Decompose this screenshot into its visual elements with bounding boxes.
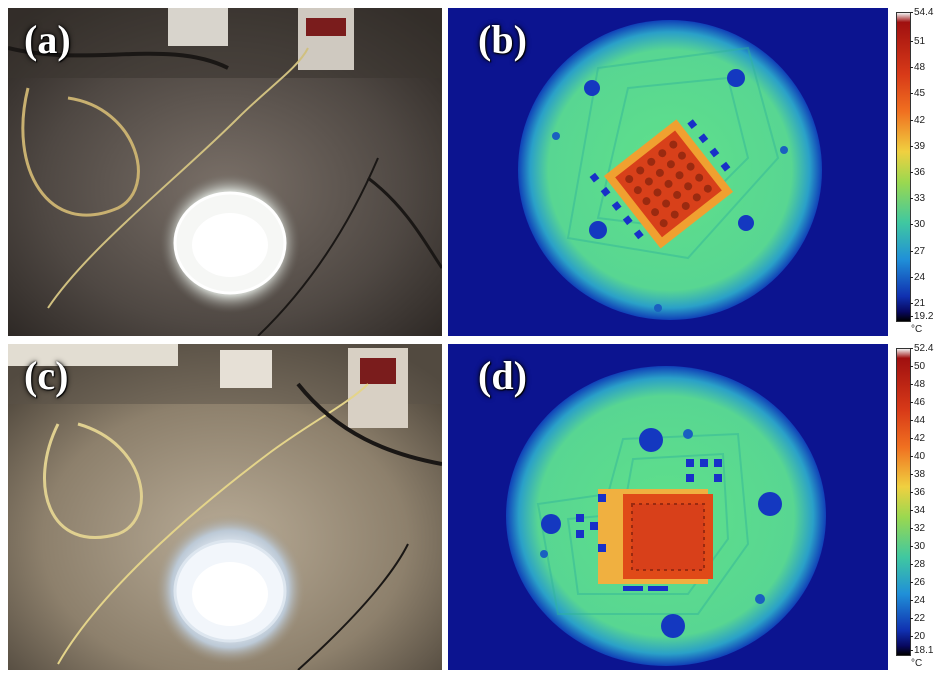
thermal-panel-b: (b)	[448, 8, 888, 336]
thermal-d-image	[448, 344, 888, 670]
photo-a-image	[8, 8, 442, 336]
scale-b-tick: 39	[910, 142, 925, 152]
scale-b-unit: °C	[911, 324, 923, 335]
scale-b-tick: 36	[910, 168, 925, 178]
scale-d-tick: 52.4	[910, 344, 933, 354]
scale-d-tick: 22	[910, 614, 925, 624]
scale-b-tick: 51	[910, 37, 925, 47]
scale-b-tick: 33	[910, 194, 925, 204]
temperature-scale-d: 52.4 50 48 46 44 42 40 38 36 34 32 30 28…	[892, 344, 948, 670]
scale-d-tick: 42	[910, 434, 925, 444]
scale-d-unit: °C	[911, 658, 923, 669]
scale-b-tick: 48	[910, 63, 925, 73]
scale-d-tick: 50	[910, 362, 925, 372]
scale-b-tick: 42	[910, 116, 925, 126]
photo-panel-a: (a)	[8, 8, 442, 336]
thermal-panel-d: (d)	[448, 344, 888, 670]
temperature-scale-b: 54.4 51 48 45 42 39 36 33 30 27 24 21 19…	[892, 8, 948, 336]
panel-label-d: (d)	[478, 353, 527, 398]
thermal-b-image	[448, 8, 888, 336]
scale-b-tick: 27	[910, 247, 925, 257]
scale-d-tick: 28	[910, 560, 925, 570]
scale-b-tick: 19.2	[910, 312, 933, 322]
scale-b-tick: 24	[910, 273, 925, 283]
scale-d-tick: 26	[910, 578, 925, 588]
scale-d-tick: 48	[910, 380, 925, 390]
scale-b-tick: 30	[910, 220, 925, 230]
scale-d-tick: 40	[910, 452, 925, 462]
scale-d-tick: 20	[910, 632, 925, 642]
scale-b-tick: 45	[910, 89, 925, 99]
temperature-colorbar-b	[896, 12, 911, 322]
scale-d-tick: 18.1	[910, 646, 933, 656]
scale-d-tick: 32	[910, 524, 925, 534]
temperature-colorbar-d	[896, 348, 911, 656]
scale-d-tick: 24	[910, 596, 925, 606]
scale-d-tick: 34	[910, 506, 925, 516]
scale-d-tick: 44	[910, 416, 925, 426]
panel-label-a: (a)	[24, 17, 71, 62]
scale-d-tick: 36	[910, 488, 925, 498]
scale-d-tick: 30	[910, 542, 925, 552]
panel-label-b: (b)	[478, 17, 527, 62]
scale-b-tick: 54.4	[910, 8, 933, 18]
panel-label-c: (c)	[24, 353, 69, 398]
photo-c-image	[8, 344, 442, 670]
photo-panel-c: (c)	[8, 344, 442, 670]
scale-d-tick: 38	[910, 470, 925, 480]
scale-b-tick: 21	[910, 299, 925, 309]
scale-d-tick: 46	[910, 398, 925, 408]
